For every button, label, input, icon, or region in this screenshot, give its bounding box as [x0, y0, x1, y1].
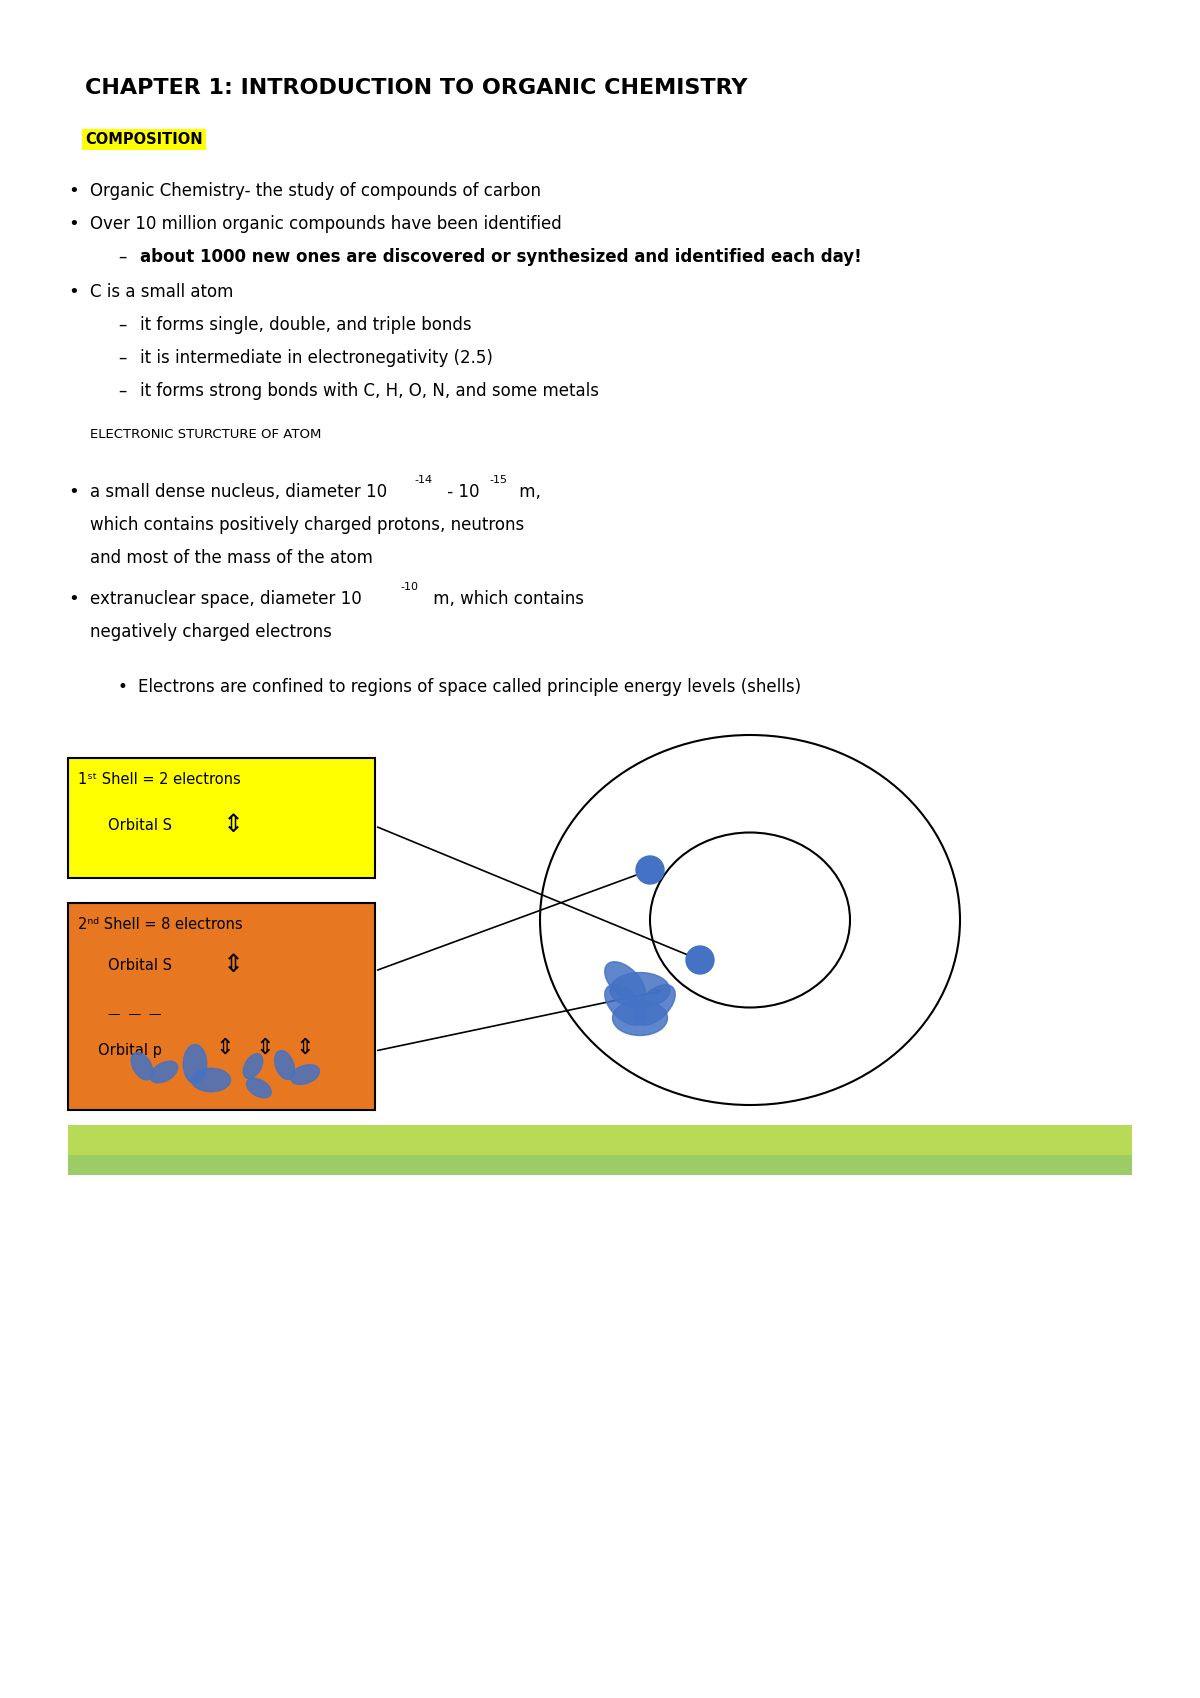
Text: -10: -10	[400, 582, 418, 593]
Ellipse shape	[290, 1065, 319, 1085]
Text: it is intermediate in electronegativity (2.5): it is intermediate in electronegativity …	[140, 350, 493, 367]
Text: •: •	[68, 216, 79, 233]
Text: –: –	[118, 316, 126, 335]
Ellipse shape	[612, 1000, 667, 1036]
Text: –: –	[118, 350, 126, 367]
Text: –: –	[118, 382, 126, 401]
Text: Orbital S: Orbital S	[108, 818, 172, 834]
Ellipse shape	[244, 1054, 263, 1078]
Text: -14: -14	[414, 475, 432, 486]
Ellipse shape	[605, 961, 646, 1002]
Ellipse shape	[246, 1078, 271, 1097]
Text: and most of the mass of the atom: and most of the mass of the atom	[90, 548, 373, 567]
Text: ELECTRONIC STURCTURE OF ATOM: ELECTRONIC STURCTURE OF ATOM	[90, 428, 322, 441]
Ellipse shape	[192, 1068, 230, 1092]
Text: about 1000 new ones are discovered or synthesized and identified each day!: about 1000 new ones are discovered or sy…	[140, 248, 862, 267]
Text: CHAPTER 1: INTRODUCTION TO ORGANIC CHEMISTRY: CHAPTER 1: INTRODUCTION TO ORGANIC CHEMI…	[85, 78, 748, 98]
Text: it forms strong bonds with C, H, O, N, and some metals: it forms strong bonds with C, H, O, N, a…	[140, 382, 599, 401]
Text: Orbital p: Orbital p	[98, 1043, 162, 1058]
FancyBboxPatch shape	[68, 903, 374, 1110]
Text: negatively charged electrons: negatively charged electrons	[90, 623, 332, 642]
Text: -15: -15	[490, 475, 508, 486]
Text: m,: m,	[514, 482, 541, 501]
Text: •: •	[68, 482, 79, 501]
FancyBboxPatch shape	[68, 757, 374, 878]
Text: Orbital S: Orbital S	[108, 958, 172, 973]
Ellipse shape	[150, 1061, 178, 1083]
Text: Organic Chemistry- the study of compounds of carbon: Organic Chemistry- the study of compound…	[90, 182, 541, 200]
Text: ⇕: ⇕	[223, 953, 244, 976]
Text: it forms single, double, and triple bonds: it forms single, double, and triple bond…	[140, 316, 472, 335]
FancyBboxPatch shape	[68, 1126, 1132, 1155]
FancyBboxPatch shape	[68, 1126, 1132, 1175]
Ellipse shape	[610, 973, 670, 1007]
Text: ⇕: ⇕	[223, 813, 244, 837]
Text: 2ⁿᵈ Shell = 8 electrons: 2ⁿᵈ Shell = 8 electrons	[78, 917, 242, 932]
Text: –: –	[118, 248, 126, 267]
Text: •: •	[68, 589, 79, 608]
Circle shape	[636, 856, 664, 885]
Ellipse shape	[635, 985, 676, 1026]
Text: •: •	[68, 284, 79, 301]
Text: m, which contains: m, which contains	[428, 589, 584, 608]
Text: extranuclear space, diameter 10: extranuclear space, diameter 10	[90, 589, 361, 608]
Text: Over 10 million organic compounds have been identified: Over 10 million organic compounds have b…	[90, 216, 562, 233]
Ellipse shape	[131, 1053, 152, 1080]
Ellipse shape	[275, 1051, 294, 1080]
Text: which contains positively charged protons, neutrons: which contains positively charged proton…	[90, 516, 524, 533]
Text: ⇕   ⇕   ⇕: ⇕ ⇕ ⇕	[216, 1037, 314, 1058]
Circle shape	[686, 946, 714, 975]
Ellipse shape	[184, 1044, 206, 1083]
Text: a small dense nucleus, diameter 10: a small dense nucleus, diameter 10	[90, 482, 388, 501]
Ellipse shape	[605, 985, 646, 1026]
Text: •: •	[68, 182, 79, 200]
Text: Electrons are confined to regions of space called principle energy levels (shell: Electrons are confined to regions of spa…	[138, 678, 802, 696]
Text: C is a small atom: C is a small atom	[90, 284, 233, 301]
Text: COMPOSITION: COMPOSITION	[85, 132, 203, 148]
Text: 1ˢᵗ Shell = 2 electrons: 1ˢᵗ Shell = 2 electrons	[78, 773, 241, 786]
Text: •: •	[118, 678, 128, 696]
Text: —  —  —: — — —	[108, 1009, 162, 1020]
Text: - 10: - 10	[442, 482, 480, 501]
